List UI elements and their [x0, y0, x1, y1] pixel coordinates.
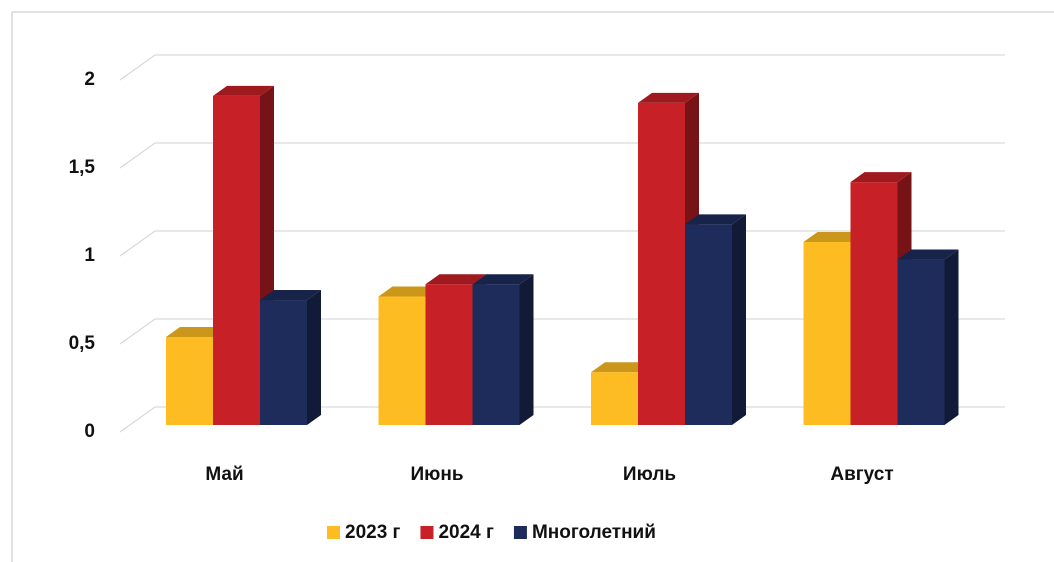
bar-front — [260, 300, 307, 425]
legend-swatch — [327, 526, 340, 539]
bar-top — [803, 231, 865, 242]
bar-front — [638, 102, 685, 426]
bar-top — [685, 214, 746, 225]
bar-top — [166, 327, 227, 337]
grid-line — [119, 142, 1005, 169]
y-tick-label: 0 — [84, 421, 95, 442]
bar-front — [803, 241, 851, 425]
bar-front — [166, 337, 213, 425]
x-tick-label: Июнь — [410, 464, 463, 485]
y-tick-label: 1 — [84, 245, 95, 266]
bar-front — [591, 372, 638, 425]
bar-front — [378, 296, 426, 425]
y-tick-label: 2 — [84, 69, 95, 90]
bar-front — [685, 224, 732, 425]
bar — [897, 249, 959, 425]
bar — [472, 274, 534, 425]
x-tick-label: Май — [205, 464, 243, 485]
bar-top — [260, 290, 321, 301]
bar-front — [850, 182, 898, 425]
x-tick-label: Август — [830, 464, 893, 485]
y-tick-label: 0,5 — [69, 333, 96, 354]
bar-front — [213, 95, 260, 425]
bar-top — [638, 92, 699, 103]
legend-swatch — [420, 526, 434, 539]
bar-top — [897, 249, 959, 260]
bar-side — [732, 214, 746, 425]
legend-label: 2023 г — [345, 522, 401, 543]
grid-line — [119, 54, 1005, 81]
bar — [260, 290, 321, 425]
bar-front — [425, 284, 473, 425]
chart-frame — [11, 11, 1054, 562]
bar-side — [944, 249, 959, 425]
bar-top — [378, 286, 440, 297]
bar-side — [519, 274, 534, 425]
bar-top — [591, 362, 652, 373]
x-tick-label: Июль — [623, 464, 676, 485]
bar-front — [472, 284, 520, 425]
bar-top — [425, 274, 487, 285]
y-tick-label: 1,5 — [69, 157, 96, 178]
legend-label: 2024 г — [438, 522, 494, 543]
bar-top — [850, 172, 912, 183]
legend-swatch — [513, 526, 527, 539]
bar-top — [213, 85, 274, 96]
bar — [685, 214, 746, 425]
bar-front — [897, 259, 945, 425]
bar-side — [307, 290, 321, 425]
bar-top — [472, 274, 534, 285]
legend-label: Многолетний — [532, 522, 656, 543]
